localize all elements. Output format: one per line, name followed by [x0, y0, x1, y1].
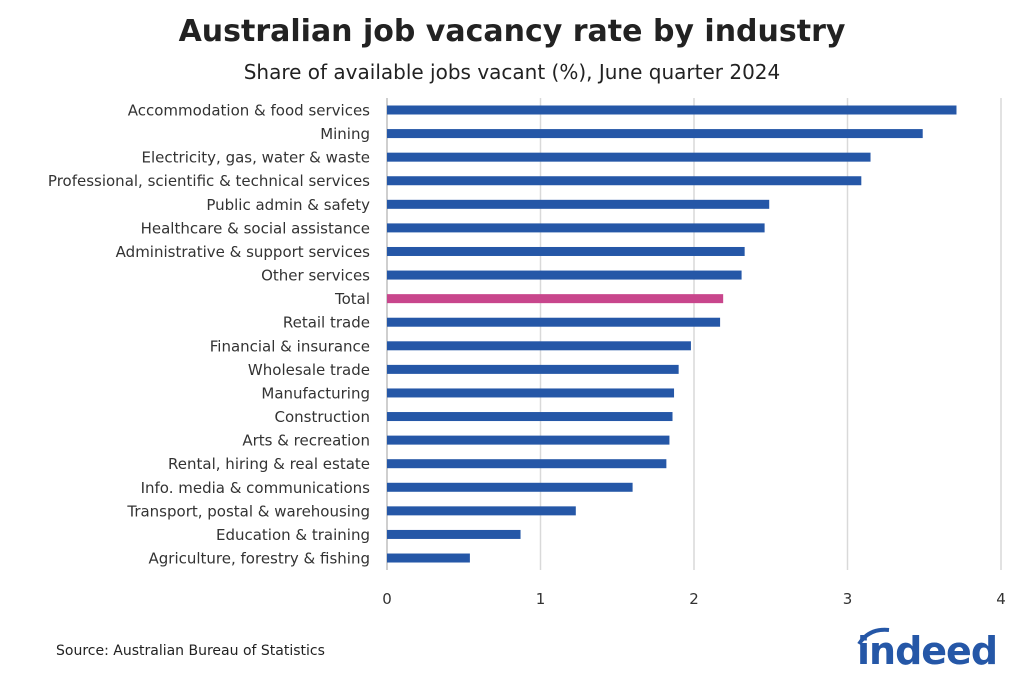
category-label: Transport, postal & warehousing	[126, 502, 370, 520]
chart-subtitle: Share of available jobs vacant (%), June…	[243, 60, 781, 84]
bar-manufacturing	[387, 388, 675, 398]
bar-info-media-communications	[387, 482, 633, 492]
bar-transport-postal-warehousing	[387, 506, 576, 516]
category-label: Public admin & safety	[206, 196, 370, 214]
bar-wholesale-trade	[387, 364, 679, 374]
category-label: Accommodation & food services	[128, 102, 370, 120]
category-label: Agriculture, forestry & fishing	[149, 550, 371, 568]
bar-mining	[387, 129, 923, 139]
category-label: Wholesale trade	[248, 361, 370, 379]
bar-public-admin-safety	[387, 199, 770, 209]
category-label: Professional, scientific & technical ser…	[48, 172, 370, 190]
category-label: Manufacturing	[261, 384, 370, 402]
category-label: Construction	[274, 408, 370, 426]
category-label: Retail trade	[283, 314, 370, 332]
bar-retail-trade	[387, 317, 721, 327]
category-label: Info. media & communications	[141, 479, 371, 497]
bar-rental-hiring-real-estate	[387, 459, 667, 469]
bar-electricity-gas-water-waste	[387, 152, 871, 162]
source-note: Source: Australian Bureau of Statistics	[56, 643, 325, 659]
bar-arts-recreation	[387, 435, 670, 445]
bar-financial-insurance	[387, 341, 691, 351]
category-label: Other services	[261, 267, 370, 285]
svg-text:indeed: indeed	[857, 629, 997, 670]
category-label: Financial & insurance	[210, 337, 370, 355]
category-label: Rental, hiring & real estate	[168, 455, 370, 473]
x-tick-label: 3	[843, 590, 853, 608]
category-label: Mining	[320, 125, 370, 143]
bar-education-training	[387, 529, 521, 539]
x-tick-label: 0	[382, 590, 392, 608]
category-label: Total	[334, 290, 370, 308]
bar-administrative-support-services	[387, 246, 745, 256]
bar-accommodation-food-services	[387, 105, 957, 115]
bar-healthcare-social-assistance	[387, 223, 765, 233]
x-tick-label: 2	[689, 590, 699, 608]
bar-agriculture-forestry-fishing	[387, 553, 470, 563]
category-label: Administrative & support services	[116, 243, 371, 261]
bar-total	[387, 294, 724, 304]
x-tick-label: 1	[536, 590, 546, 608]
bar-other-services	[387, 270, 742, 280]
category-label: Arts & recreation	[242, 432, 370, 450]
x-tick-label: 4	[996, 590, 1006, 608]
category-label: Education & training	[216, 526, 370, 544]
category-label: Electricity, gas, water & waste	[142, 149, 370, 167]
indeed-logo: indeed	[857, 627, 998, 670]
category-label: Healthcare & social assistance	[141, 219, 370, 237]
bar-professional-scientific-technical-services	[387, 176, 862, 186]
chart-title: Australian job vacancy rate by industry	[178, 14, 846, 49]
bar-construction	[387, 412, 673, 422]
